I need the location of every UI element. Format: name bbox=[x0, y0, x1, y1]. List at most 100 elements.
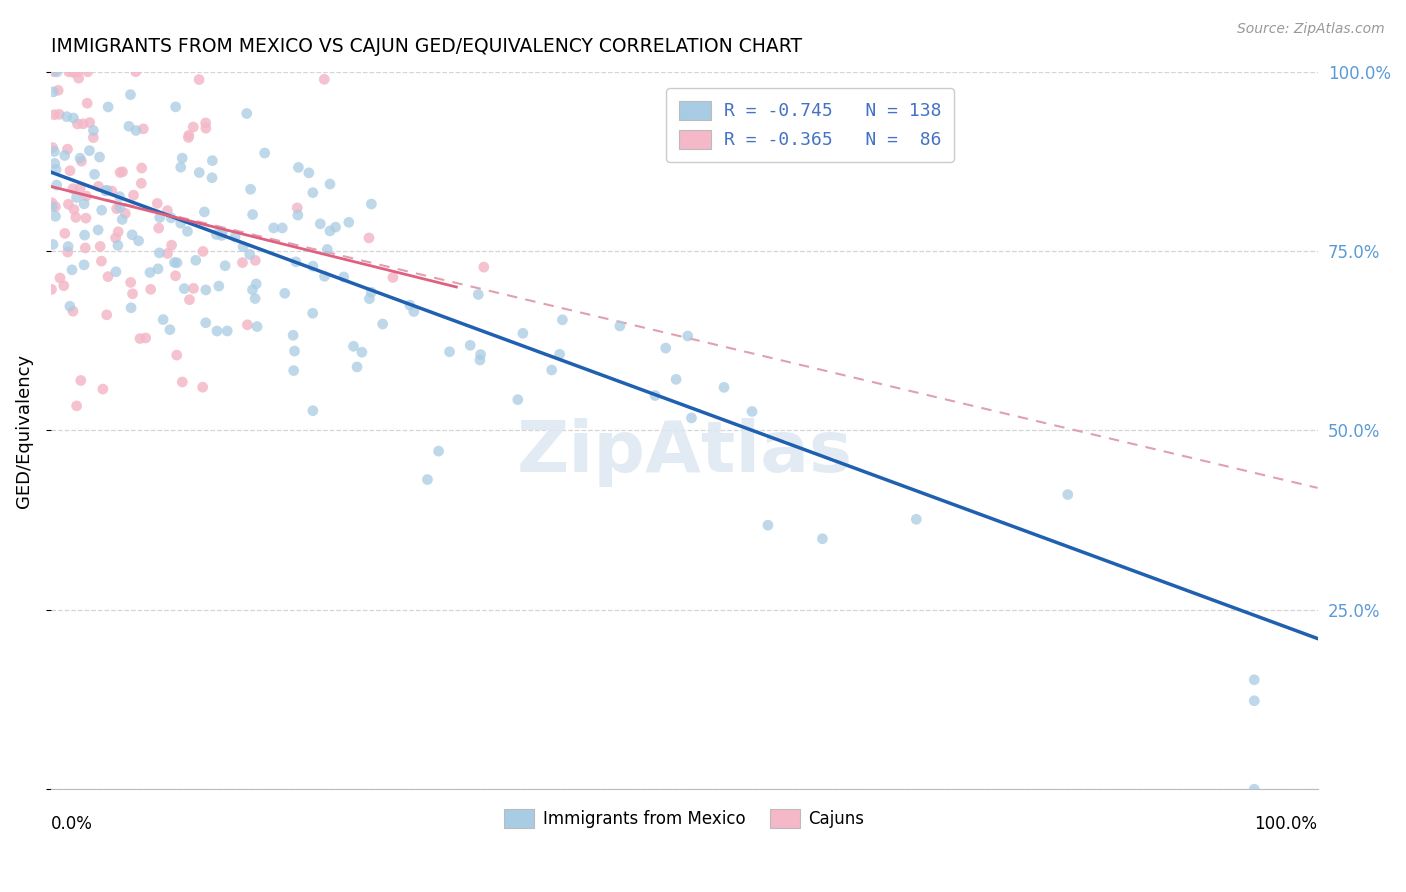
Y-axis label: GED/Equivalency: GED/Equivalency bbox=[15, 353, 32, 508]
Point bbox=[357, 231, 380, 245]
Point bbox=[159, 323, 181, 337]
Point bbox=[319, 224, 342, 238]
Point bbox=[211, 228, 233, 243]
Point bbox=[55, 110, 77, 124]
Point bbox=[177, 130, 200, 145]
Point bbox=[439, 344, 461, 359]
Point bbox=[105, 202, 128, 216]
Point bbox=[65, 211, 87, 225]
Point bbox=[239, 182, 262, 196]
Point bbox=[281, 328, 304, 343]
Point bbox=[236, 318, 259, 332]
Point bbox=[120, 87, 142, 102]
Text: IMMIGRANTS FROM MEXICO VS CAJUN GED/EQUIVALENCY CORRELATION CHART: IMMIGRANTS FROM MEXICO VS CAJUN GED/EQUI… bbox=[51, 37, 803, 56]
Point bbox=[284, 255, 307, 269]
Point bbox=[62, 65, 84, 79]
Point bbox=[132, 121, 155, 136]
Point bbox=[371, 317, 394, 331]
Text: Source: ZipAtlas.com: Source: ZipAtlas.com bbox=[1237, 22, 1385, 37]
Point bbox=[170, 160, 193, 174]
Point bbox=[60, 263, 83, 277]
Point bbox=[609, 318, 631, 333]
Point bbox=[1243, 782, 1265, 797]
Point bbox=[111, 165, 134, 179]
Point bbox=[53, 148, 76, 162]
Point bbox=[201, 153, 224, 168]
Point bbox=[301, 186, 323, 200]
Point bbox=[75, 241, 97, 255]
Point bbox=[427, 444, 450, 458]
Point bbox=[79, 144, 101, 158]
Point bbox=[42, 64, 65, 78]
Point bbox=[512, 326, 534, 341]
Point bbox=[458, 338, 481, 352]
Point bbox=[246, 319, 269, 334]
Point bbox=[163, 255, 186, 269]
Point bbox=[540, 363, 562, 377]
Point bbox=[1056, 487, 1078, 501]
Point bbox=[548, 347, 571, 361]
Point bbox=[149, 211, 172, 225]
Point bbox=[217, 324, 239, 338]
Point bbox=[135, 331, 157, 345]
Point bbox=[172, 375, 194, 389]
Point bbox=[139, 282, 162, 296]
Point bbox=[188, 165, 211, 179]
Point bbox=[41, 282, 63, 296]
Point bbox=[283, 363, 305, 377]
Point bbox=[75, 211, 97, 226]
Point bbox=[398, 298, 420, 312]
Point bbox=[314, 269, 336, 284]
Point bbox=[107, 238, 129, 252]
Point bbox=[66, 117, 89, 131]
Point bbox=[91, 382, 114, 396]
Point bbox=[44, 108, 66, 122]
Point bbox=[152, 312, 174, 326]
Point bbox=[82, 123, 104, 137]
Point bbox=[44, 145, 66, 159]
Point bbox=[741, 404, 763, 418]
Point bbox=[108, 165, 131, 179]
Point bbox=[65, 190, 87, 204]
Point bbox=[811, 532, 834, 546]
Point bbox=[41, 200, 63, 214]
Point bbox=[169, 216, 191, 230]
Point bbox=[239, 247, 262, 261]
Point bbox=[756, 518, 779, 533]
Point bbox=[214, 259, 236, 273]
Point bbox=[245, 277, 267, 291]
Point bbox=[46, 64, 69, 78]
Point bbox=[274, 286, 297, 301]
Point bbox=[44, 210, 66, 224]
Point bbox=[176, 224, 198, 238]
Point bbox=[183, 281, 205, 295]
Point bbox=[231, 255, 253, 269]
Point bbox=[193, 205, 215, 219]
Point bbox=[62, 304, 84, 318]
Point bbox=[644, 388, 666, 402]
Point bbox=[131, 177, 153, 191]
Point bbox=[139, 265, 162, 279]
Point bbox=[350, 345, 373, 359]
Point bbox=[131, 161, 153, 175]
Point bbox=[42, 237, 65, 252]
Point bbox=[94, 184, 117, 198]
Point bbox=[342, 339, 364, 353]
Point bbox=[333, 269, 356, 284]
Point bbox=[58, 197, 80, 211]
Point bbox=[59, 299, 82, 313]
Point bbox=[56, 142, 79, 156]
Point bbox=[166, 348, 188, 362]
Point bbox=[62, 111, 84, 125]
Point bbox=[160, 211, 183, 225]
Point bbox=[301, 306, 323, 320]
Point bbox=[125, 123, 148, 137]
Point bbox=[48, 107, 70, 121]
Point bbox=[53, 227, 76, 241]
Point bbox=[224, 230, 246, 244]
Point bbox=[89, 239, 111, 253]
Point bbox=[337, 215, 360, 229]
Point bbox=[56, 245, 79, 260]
Point bbox=[298, 166, 321, 180]
Point bbox=[316, 243, 339, 257]
